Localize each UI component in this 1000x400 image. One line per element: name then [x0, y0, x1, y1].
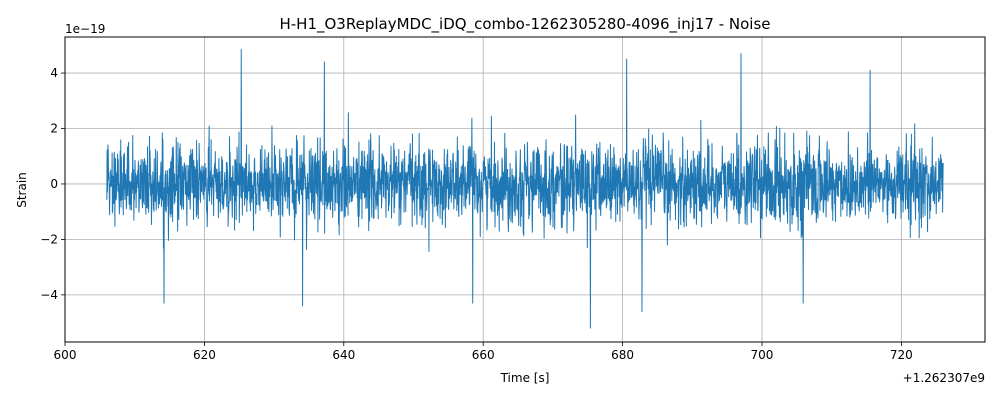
x-tick-label: 680 [611, 348, 634, 362]
noise-series-line [106, 48, 944, 329]
series-layer [106, 48, 944, 329]
y-tick-label: 4 [50, 66, 58, 80]
y-tick-label: 2 [50, 122, 58, 136]
x-tick-label: 660 [472, 348, 495, 362]
x-tick-label: 620 [193, 348, 216, 362]
x-tick-label: 640 [332, 348, 355, 362]
x-offset-label: +1.262307e9 [903, 371, 985, 385]
y-axis-label: Strain [15, 172, 29, 208]
axis-ticks: 600 620 640 660 680 700 720 −4 −2 0 2 4 [40, 66, 913, 362]
chart-title: H-H1_O3ReplayMDC_iDQ_combo-1262305280-40… [279, 15, 770, 34]
x-tick-label: 700 [751, 348, 774, 362]
x-tick-label: 600 [54, 348, 77, 362]
y-tick-label: −2 [40, 232, 58, 246]
y-tick-label: 0 [50, 177, 58, 191]
x-axis-label: Time [s] [500, 371, 550, 385]
y-scale-label: 1e−19 [65, 22, 105, 36]
y-tick-label: −4 [40, 288, 58, 302]
x-tick-label: 720 [890, 348, 913, 362]
plot-frame [64, 36, 986, 343]
